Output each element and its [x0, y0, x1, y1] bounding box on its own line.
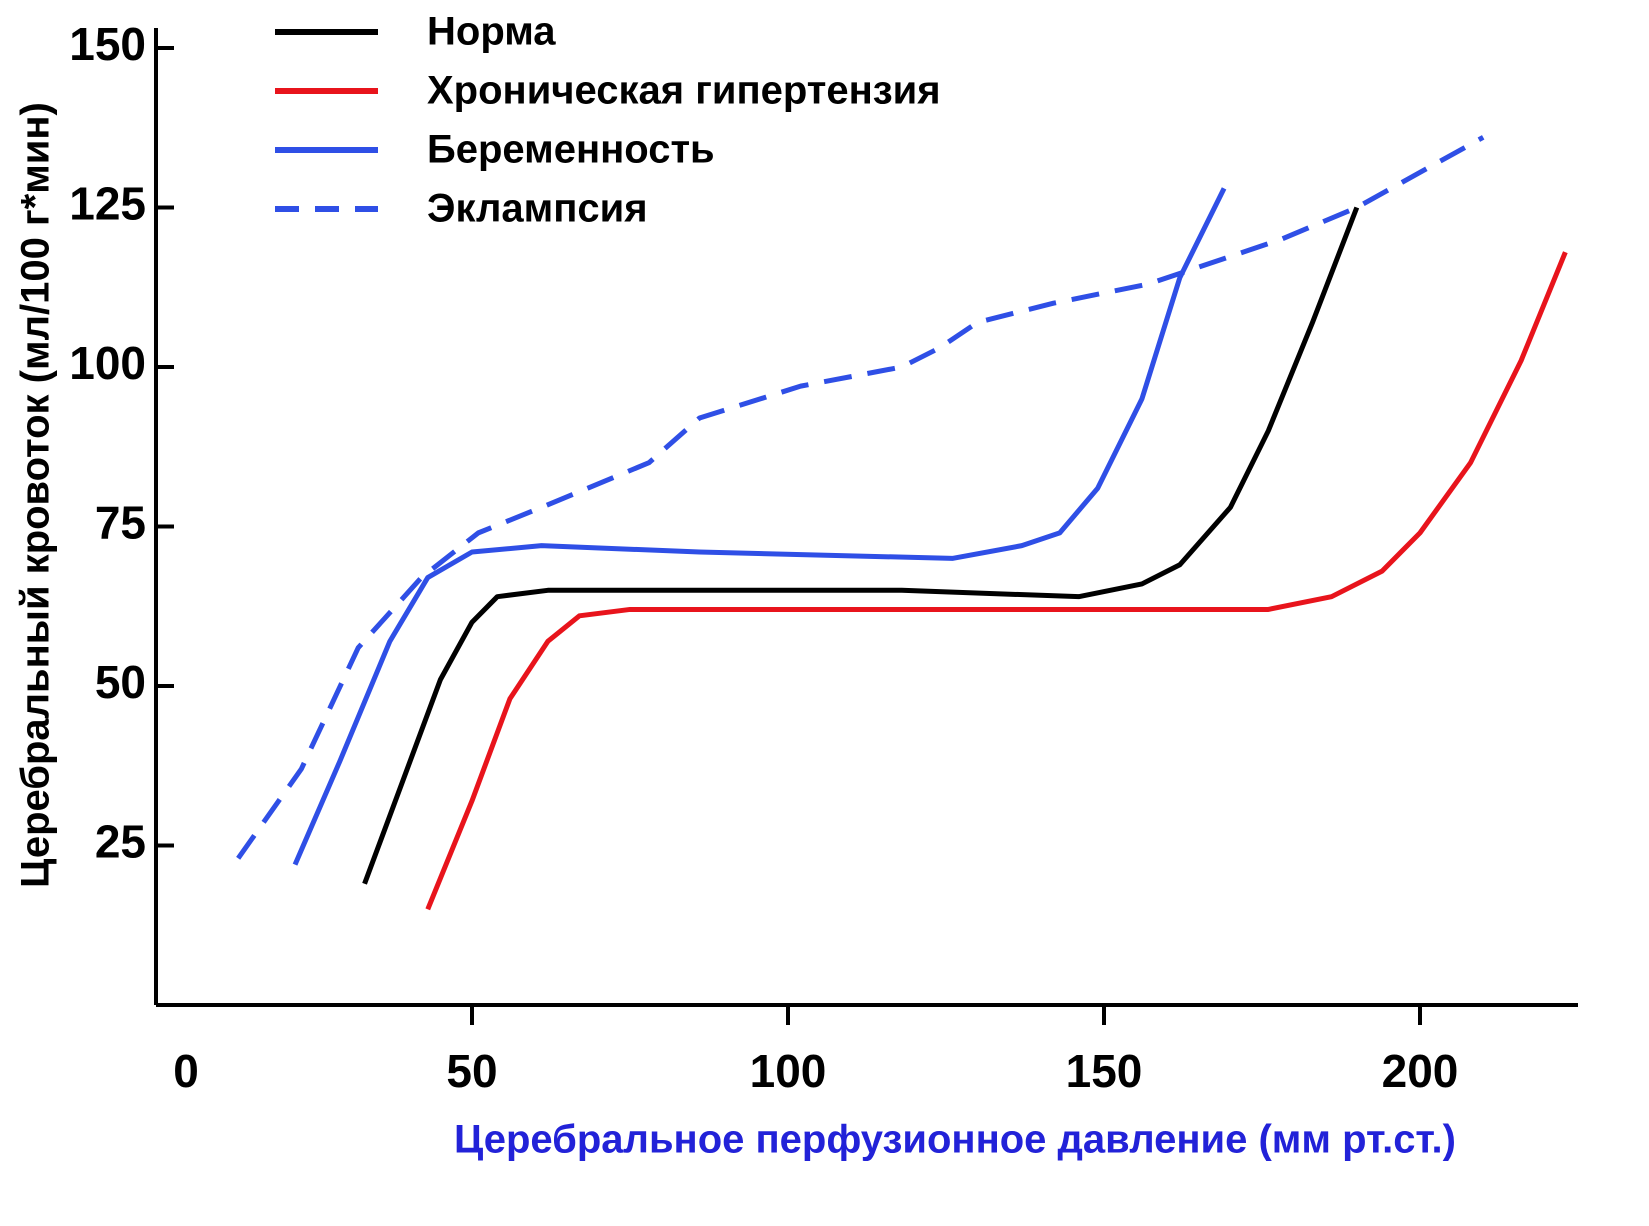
x-tick-label: 100	[750, 1045, 827, 1097]
y-axis-label: Церебральный кровоток (мл/100 г*мин)	[14, 102, 58, 888]
legend-label: Эклампсия	[427, 187, 648, 231]
legend-label: Хроническая гипертензия	[427, 69, 941, 113]
y-tick-label: 150	[69, 18, 146, 70]
x-tick-label: 0	[173, 1045, 199, 1097]
y-tick-label: 50	[95, 656, 146, 708]
data-line	[362, 206, 1360, 885]
legend-label: Беременность	[427, 128, 715, 172]
data-line	[292, 187, 1227, 866]
y-tick-label: 25	[95, 816, 146, 868]
x-axis-label: Церебральное перфузионное давление (мм р…	[454, 1118, 1456, 1162]
y-tick-label: 100	[69, 337, 146, 389]
x-tick-label: 50	[446, 1045, 497, 1097]
x-tick-label: 150	[1066, 1045, 1143, 1097]
y-tick-label: 125	[69, 178, 146, 230]
x-tick-label: 200	[1382, 1045, 1459, 1097]
legend-label: Норма	[427, 10, 556, 54]
data-line	[236, 135, 1485, 860]
data-line	[425, 251, 1568, 911]
y-tick-label: 75	[95, 497, 146, 549]
